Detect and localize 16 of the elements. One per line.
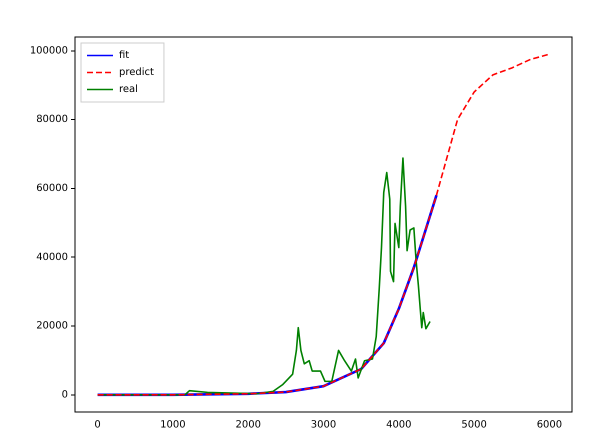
x-tick-label: 3000	[310, 420, 336, 431]
legend-label: fit	[119, 50, 130, 62]
y-tick-label: 20000	[36, 320, 68, 332]
y-tick-label: 60000	[36, 182, 68, 194]
x-tick-label: 1000	[160, 420, 186, 431]
x-tick-label: 2000	[235, 420, 261, 431]
x-tick-label: 5000	[461, 420, 487, 431]
y-tick-label: 40000	[36, 252, 68, 263]
y-tick-label: 0	[62, 389, 68, 400]
x-tick-label: 0	[94, 420, 101, 431]
x-tick-label: 6000	[536, 420, 562, 431]
y-tick-label: 80000	[36, 114, 68, 126]
y-tick-label: 100000	[30, 45, 68, 56]
legend-label: predict	[119, 67, 154, 78]
legend-label: real	[119, 84, 138, 96]
x-tick-label: 4000	[386, 420, 412, 431]
